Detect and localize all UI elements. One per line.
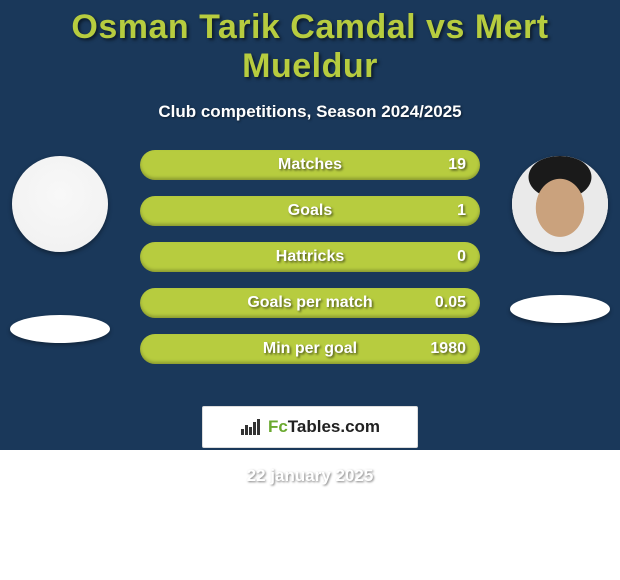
stat-bar: Goals 1 <box>140 196 480 226</box>
stat-label: Goals per match <box>247 294 372 312</box>
stat-bars: Matches 19 Goals 1 Hattricks 0 Goals per match… <box>140 150 480 380</box>
stat-value-right: 19 <box>448 156 466 174</box>
stat-value-right: 1980 <box>430 340 466 358</box>
brand-suffix: Tables.com <box>288 417 380 436</box>
brand-bars-icon <box>240 417 262 437</box>
subtitle: Club competitions, Season 2024/2025 <box>0 102 620 122</box>
stat-label: Min per goal <box>263 340 357 358</box>
page-title: Osman Tarik Camdal vs Mert Mueldur <box>0 0 620 86</box>
player-left-column <box>0 150 120 400</box>
brand-prefix: Fc <box>268 417 288 436</box>
stat-label: Matches <box>278 156 342 174</box>
stat-bar: Min per goal 1980 <box>140 334 480 364</box>
stat-value-right: 0 <box>457 248 466 266</box>
brand-badge: FcTables.com <box>202 406 418 448</box>
stat-value-right: 0.05 <box>435 294 466 312</box>
stat-value-right: 1 <box>457 202 466 220</box>
content-area: Matches 19 Goals 1 Hattricks 0 Goals per match… <box>0 150 620 400</box>
player-right-face <box>512 156 608 252</box>
date-label: 22 january 2025 <box>0 466 620 486</box>
player-left-avatar <box>12 156 108 252</box>
stat-bar: Matches 19 <box>140 150 480 180</box>
stat-bar: Goals per match 0.05 <box>140 288 480 318</box>
brand-text: FcTables.com <box>268 417 380 437</box>
stat-bar: Hattricks 0 <box>140 242 480 272</box>
stat-label: Goals <box>288 202 332 220</box>
team-left-oval <box>10 315 110 343</box>
comparison-card: Osman Tarik Camdal vs Mert Mueldur Club … <box>0 0 620 450</box>
player-right-column <box>500 150 620 400</box>
stat-label: Hattricks <box>276 248 344 266</box>
player-right-avatar <box>512 156 608 252</box>
team-right-oval <box>510 295 610 323</box>
